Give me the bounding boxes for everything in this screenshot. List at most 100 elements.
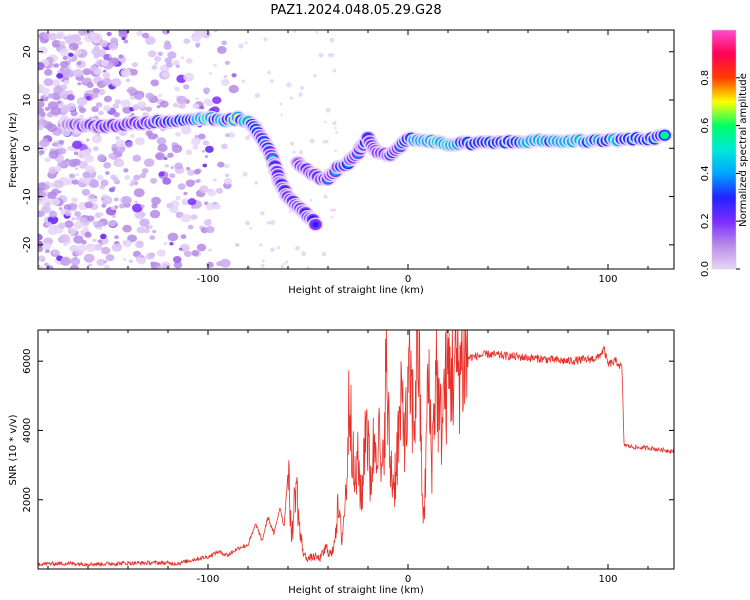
noise-blob xyxy=(85,32,90,36)
noise-blob xyxy=(45,221,52,227)
noise-blob xyxy=(195,42,201,47)
noise-blob xyxy=(45,249,50,254)
noise-blob xyxy=(145,92,154,100)
noise-blob xyxy=(121,196,132,205)
noise-blob xyxy=(325,107,331,113)
noise-blob xyxy=(206,100,214,107)
noise-blob xyxy=(187,198,197,206)
colorbar-label: Normalized spectral amplitude xyxy=(738,73,749,227)
noise-blob xyxy=(75,173,80,177)
noise-blob xyxy=(64,210,72,217)
noise-blob xyxy=(329,37,335,43)
noise-blob xyxy=(65,178,74,186)
noise-blob xyxy=(175,131,181,137)
noise-blob xyxy=(48,150,59,159)
noise-blob xyxy=(68,173,76,179)
noise-blob xyxy=(40,87,50,95)
noise-blob xyxy=(195,97,199,101)
noise-blob xyxy=(228,84,239,94)
noise-blob xyxy=(38,233,43,241)
noise-blob xyxy=(48,32,58,41)
noise-blob xyxy=(128,259,133,263)
noise-blob xyxy=(146,41,150,45)
noise-blob xyxy=(323,194,328,199)
noise-blob xyxy=(158,171,165,177)
noise-blob xyxy=(118,54,123,58)
noise-blob xyxy=(81,188,91,196)
noise-blob xyxy=(167,232,179,242)
noise-blob xyxy=(57,70,61,74)
noise-blob xyxy=(194,134,199,139)
noise-blob xyxy=(324,120,327,124)
noise-blob xyxy=(60,256,71,265)
noise-blob xyxy=(292,150,296,154)
noise-blob xyxy=(221,40,227,46)
noise-blob xyxy=(108,153,116,159)
noise-blob xyxy=(213,64,217,67)
noise-blob xyxy=(58,139,65,145)
noise-blob xyxy=(329,52,335,58)
noise-blob xyxy=(57,100,62,104)
noise-blob xyxy=(332,208,337,212)
noise-blob xyxy=(145,106,152,112)
noise-blob xyxy=(186,166,191,171)
noise-blob xyxy=(76,215,83,222)
noise-blob xyxy=(96,49,107,58)
noise-blob xyxy=(177,183,186,190)
noise-blob xyxy=(246,265,252,269)
colorbar-tick-label: 0.8 xyxy=(700,70,711,86)
noise-blob xyxy=(129,96,135,101)
colorbar-frame xyxy=(711,29,737,270)
noise-blob xyxy=(58,147,67,155)
noise-blob xyxy=(38,107,45,115)
noise-blob xyxy=(38,46,48,55)
spectrogram-y-tick-label: -10 xyxy=(22,188,33,204)
noise-blob xyxy=(93,243,103,251)
colorbar-gradient xyxy=(712,30,736,269)
noise-blob xyxy=(213,203,221,210)
noise-blob xyxy=(204,155,209,158)
noise-blob xyxy=(192,103,200,109)
noise-blob xyxy=(38,246,44,253)
noise-blob xyxy=(97,174,104,181)
spectrogram-y-tick-label: -20 xyxy=(22,237,33,253)
noise-blob xyxy=(193,30,203,36)
ridge-blob xyxy=(661,132,668,138)
noise-blob xyxy=(145,252,155,260)
noise-blob xyxy=(99,242,104,246)
noise-blob xyxy=(208,71,213,75)
noise-blob xyxy=(330,215,334,219)
noise-blob xyxy=(105,171,110,175)
noise-blob xyxy=(169,242,174,246)
noise-blob xyxy=(238,43,244,49)
noise-blob xyxy=(42,119,48,125)
colorbar-tick-label: 0.0 xyxy=(700,261,711,277)
noise-blob xyxy=(213,30,218,33)
snr-y-tick-label: 2000 xyxy=(22,487,33,512)
noise-blob xyxy=(44,106,50,112)
noise-blob xyxy=(135,94,143,101)
figure-title: PAZ1.2024.048.05.29.G28 xyxy=(270,3,441,18)
noise-blob xyxy=(185,149,193,156)
noise-blob xyxy=(180,213,192,223)
noise-blob xyxy=(81,240,87,245)
noise-blob xyxy=(46,123,58,133)
noise-blob xyxy=(95,102,103,108)
noise-blob xyxy=(97,239,102,244)
noise-blob xyxy=(201,150,205,153)
noise-blob xyxy=(71,217,76,221)
noise-blob xyxy=(102,71,111,79)
noise-blob xyxy=(122,224,132,233)
noise-blob xyxy=(105,254,115,262)
noise-blob xyxy=(191,249,200,257)
noise-blob xyxy=(82,171,91,178)
noise-blob xyxy=(67,94,75,101)
noise-blob xyxy=(131,62,139,68)
noise-blob xyxy=(187,224,194,230)
noise-blob xyxy=(115,136,120,140)
noise-blob xyxy=(298,92,303,97)
noise-blob xyxy=(192,144,199,150)
noise-blob xyxy=(315,30,319,34)
noise-blob xyxy=(74,211,82,217)
